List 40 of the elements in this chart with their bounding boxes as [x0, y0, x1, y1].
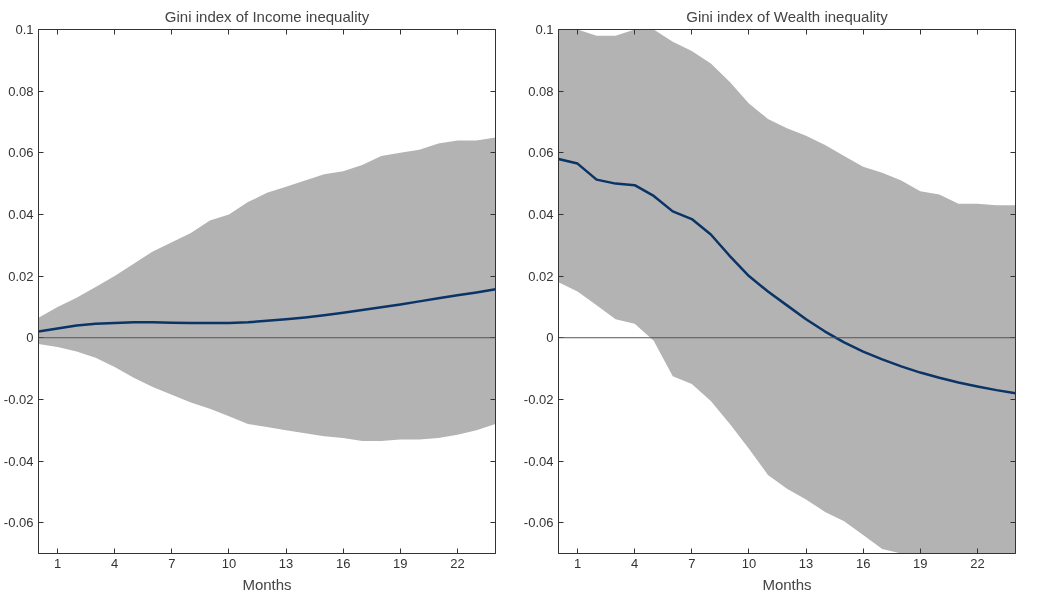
chart-title: Gini index of Wealth inequality [686, 7, 889, 25]
y-tick-label: 0.08 [8, 83, 34, 99]
y-tick-label: 0 [546, 330, 554, 346]
x-tick-label: 13 [798, 555, 814, 571]
x-tick-label: 19 [393, 555, 408, 571]
y-tick-label: -0.02 [523, 391, 554, 407]
x-tick-label: 4 [631, 555, 639, 571]
y-tick-label: 0.1 [15, 22, 34, 37]
x-tick-label: 1 [53, 555, 62, 571]
y-tick-label: 0.06 [528, 145, 554, 161]
y-tick-label: -0.06 [523, 515, 554, 531]
y-tick-label: 0.04 [528, 206, 554, 222]
y-tick-label: 0.04 [8, 206, 34, 222]
y-tick-label: -0.06 [3, 515, 34, 531]
x-axis-title: Months [242, 575, 292, 593]
x-tick-label: 7 [168, 555, 176, 571]
y-tick-label: 0.1 [535, 22, 554, 37]
y-tick-label: -0.02 [3, 391, 34, 407]
x-tick-label: 16 [855, 555, 871, 571]
line-series [38, 288, 496, 333]
chart-title: Gini index of Income inequality [164, 7, 370, 25]
x-tick-label: 16 [335, 555, 351, 571]
y-tick-label: 0.08 [528, 83, 554, 99]
x-tick-label: 22 [970, 555, 985, 571]
x-tick-label: 13 [278, 555, 294, 571]
x-tick-label: 10 [741, 555, 757, 571]
x-tick-label: 19 [913, 555, 928, 571]
x-tick-label: 4 [111, 555, 119, 571]
x-tick-label: 1 [573, 555, 582, 571]
x-tick-label: 22 [450, 555, 465, 571]
x-tick-label: 10 [221, 555, 237, 571]
x-axis-title: Months [762, 575, 812, 593]
y-tick-label: -0.04 [523, 453, 554, 469]
y-tick-label: 0.06 [8, 145, 34, 161]
line-series [558, 157, 1016, 395]
y-tick-label: 0.02 [8, 268, 34, 284]
y-tick-label: 0.02 [528, 268, 554, 284]
x-tick-label: 7 [688, 555, 696, 571]
y-tick-label: -0.04 [3, 453, 34, 469]
y-tick-label: 0 [26, 330, 34, 346]
